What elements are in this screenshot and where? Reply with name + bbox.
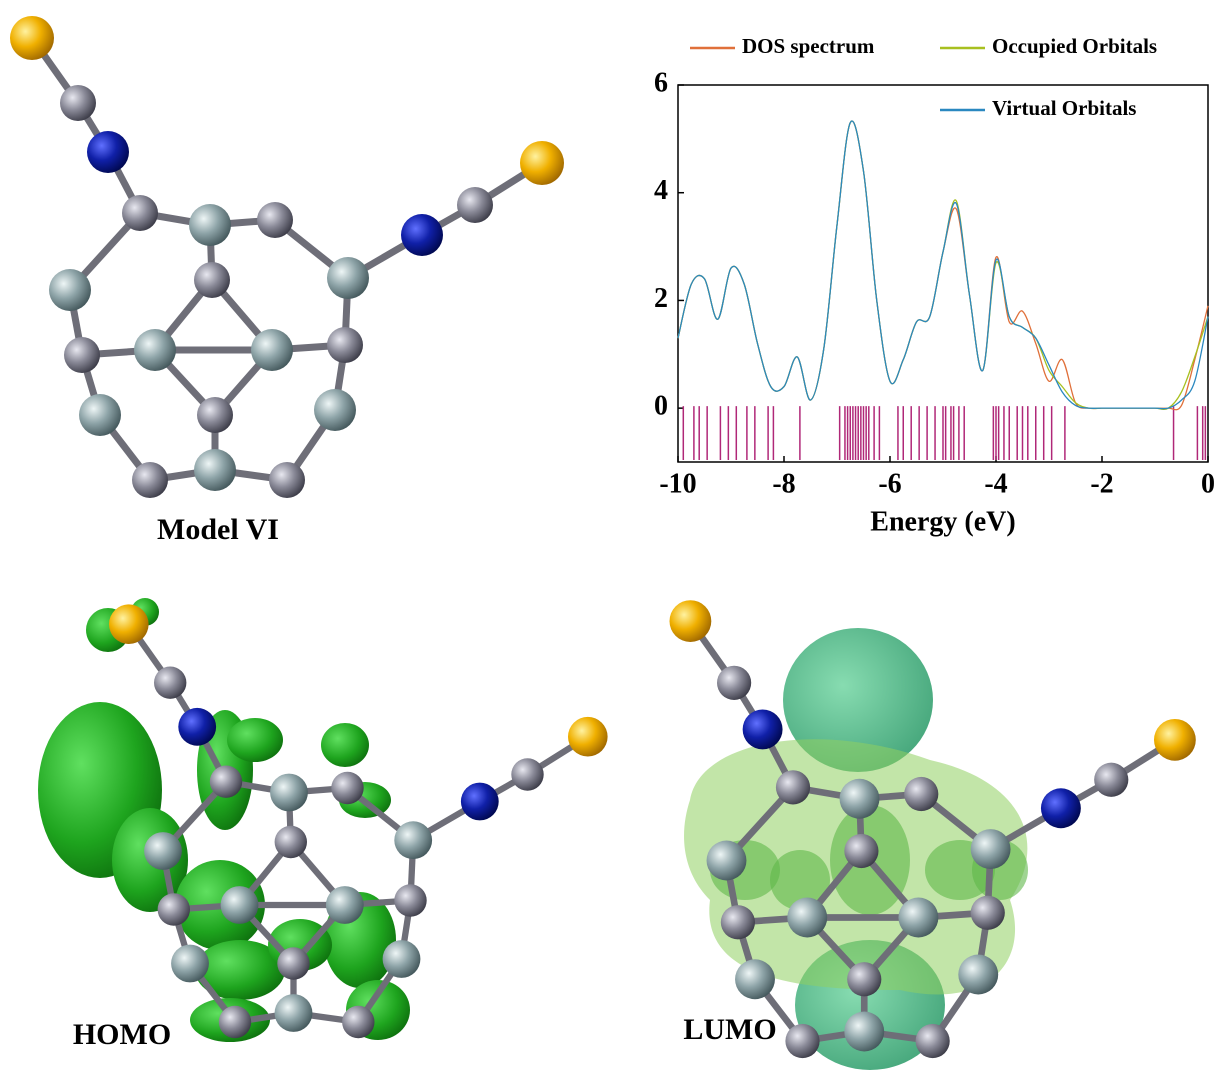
x-tick-label: 0 <box>1201 468 1215 499</box>
orbital-lobe <box>227 718 283 762</box>
atom <box>109 604 149 644</box>
atom <box>457 187 493 223</box>
figure: -10 -8 -6 -4 -2 0 0 2 4 6 Energy (eV) DOS spectrum O… <box>0 0 1215 1070</box>
atom <box>971 896 1005 930</box>
atom <box>847 962 881 996</box>
panel-label: Model VI <box>157 513 279 546</box>
atom <box>735 959 775 999</box>
orbital-lobe <box>321 723 369 767</box>
atom <box>670 600 712 642</box>
x-tick-label: -10 <box>659 468 696 499</box>
atom <box>776 770 810 804</box>
atom <box>394 821 432 859</box>
atom <box>178 708 216 746</box>
atom <box>154 667 186 699</box>
atom <box>277 947 309 979</box>
x-tick-label: -4 <box>984 468 1007 499</box>
atom <box>327 257 369 299</box>
molecule-model <box>10 16 564 498</box>
atom <box>844 1012 884 1052</box>
atom <box>64 337 100 373</box>
atom <box>275 826 307 858</box>
atom <box>401 214 443 256</box>
atom <box>461 783 499 821</box>
atom <box>971 829 1011 869</box>
atom <box>331 772 363 804</box>
atom <box>707 841 747 881</box>
atom <box>197 397 233 433</box>
page: {"panels":{"model_label":"Model VI","hom… <box>0 0 1215 1070</box>
x-tick-label: -2 <box>1090 468 1113 499</box>
atom <box>898 898 938 938</box>
atom <box>49 269 91 311</box>
y-tick-label: 0 <box>654 391 668 422</box>
atom <box>342 1006 374 1038</box>
atom <box>785 1024 819 1058</box>
atom <box>219 1006 251 1038</box>
atom <box>144 832 182 870</box>
atom <box>257 202 293 238</box>
atom <box>194 449 236 491</box>
atom <box>79 394 121 436</box>
atom <box>270 774 308 812</box>
dos-line <box>678 121 1208 410</box>
legend-label: Virtual Orbitals <box>992 96 1136 120</box>
atom <box>221 886 259 924</box>
atom <box>171 945 209 983</box>
atom <box>327 327 363 363</box>
atom <box>844 834 878 868</box>
atom <box>787 898 827 938</box>
atom <box>326 886 364 924</box>
atom <box>743 709 783 749</box>
atom <box>251 329 293 371</box>
atom <box>568 717 608 757</box>
atom <box>958 955 998 995</box>
atom <box>210 766 242 798</box>
atom <box>87 131 129 173</box>
atom <box>916 1024 950 1058</box>
legend-label: DOS spectrum <box>742 34 875 58</box>
atom <box>132 462 168 498</box>
atom <box>383 940 421 978</box>
atom <box>134 329 176 371</box>
atom <box>122 195 158 231</box>
atom <box>189 204 231 246</box>
atom <box>194 262 230 298</box>
atom <box>158 893 190 925</box>
atom <box>904 777 938 811</box>
plot-frame <box>678 85 1208 462</box>
atom <box>717 666 751 700</box>
atom <box>269 462 305 498</box>
atom <box>721 905 755 939</box>
atom <box>520 141 564 185</box>
atom <box>1094 763 1128 797</box>
molecule-homo <box>38 598 608 1042</box>
atom <box>1041 788 1081 828</box>
x-tick-label: -8 <box>772 468 795 499</box>
atom <box>314 389 356 431</box>
panel-label: HOMO <box>73 1018 171 1051</box>
atom <box>840 779 880 819</box>
atom <box>511 758 543 790</box>
atom <box>275 994 313 1032</box>
y-tick-label: 2 <box>654 283 668 314</box>
dos-chart: -10 -8 -6 -4 -2 0 0 2 4 6 Energy (eV) DOS spectrum O… <box>654 34 1215 538</box>
y-tick-label: 6 <box>654 67 668 98</box>
dos-line <box>678 121 1208 409</box>
atom <box>1154 719 1196 761</box>
x-tick-label: -6 <box>878 468 901 499</box>
atom <box>394 884 426 916</box>
y-tick-label: 4 <box>654 175 668 206</box>
panel-label: LUMO <box>683 1013 776 1046</box>
x-axis-label: Energy (eV) <box>870 506 1015 537</box>
atom <box>60 85 96 121</box>
dos-line <box>678 121 1208 409</box>
legend-label: Occupied Orbitals <box>992 34 1157 58</box>
molecule-lumo <box>670 600 1196 1070</box>
atom <box>10 16 54 60</box>
